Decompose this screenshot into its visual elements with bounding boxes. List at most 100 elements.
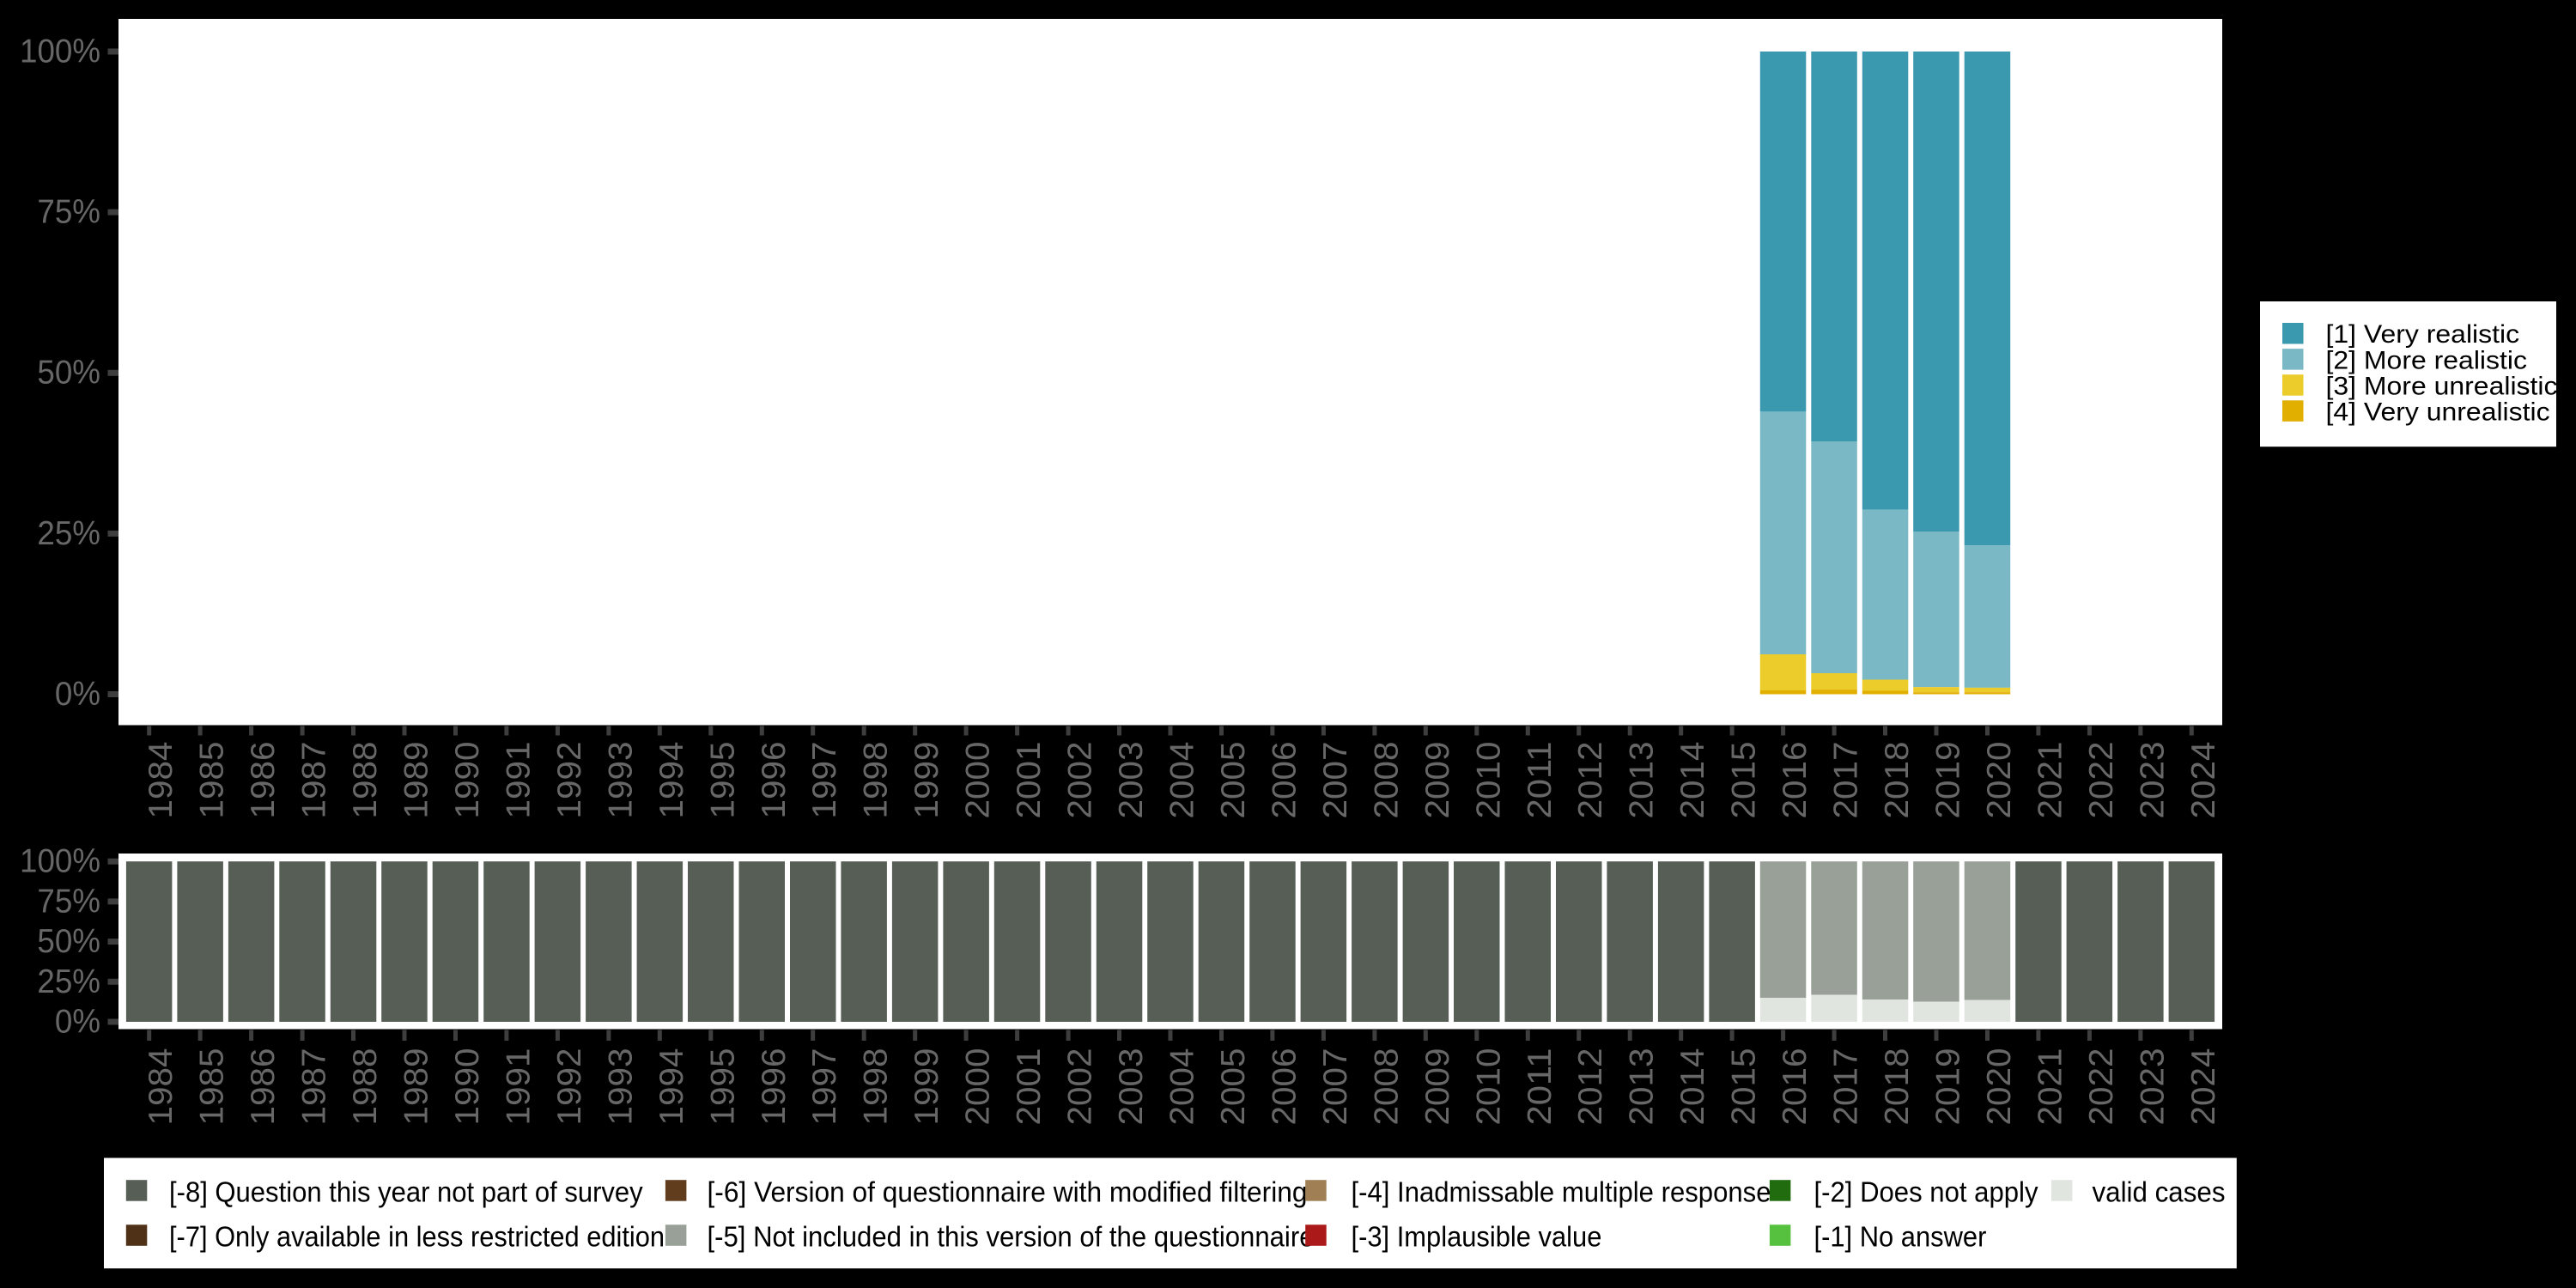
svg-text:1989: 1989 [398,1048,435,1126]
svg-text:75%: 75% [37,194,100,231]
svg-text:2003: 2003 [1113,742,1150,819]
svg-text:1991: 1991 [500,742,537,819]
svg-text:2020: 2020 [1981,742,2018,819]
svg-text:1995: 1995 [704,1048,741,1126]
svg-text:2014: 2014 [1674,1048,1711,1126]
svg-text:2017: 2017 [1828,1048,1865,1126]
svg-text:1997: 1997 [806,742,843,819]
svg-text:[1] Very realistic: [1] Very realistic [2326,320,2520,349]
svg-text:1993: 1993 [602,742,639,819]
svg-text:1993: 1993 [602,1048,639,1126]
svg-text:[3] More unrealistic: [3] More unrealistic [2326,372,2558,400]
svg-text:2018: 2018 [1879,742,1916,819]
svg-text:1987: 1987 [296,1048,333,1126]
svg-text:2005: 2005 [1215,1048,1252,1126]
svg-text:2000: 2000 [960,1048,997,1126]
svg-text:1992: 1992 [551,742,588,819]
svg-text:1988: 1988 [347,742,384,819]
svg-text:2012: 2012 [1572,742,1609,819]
svg-text:25%: 25% [37,515,100,552]
svg-text:[-6] Version of questionnaire: [-6] Version of questionnaire with modif… [708,1176,1308,1207]
svg-text:2013: 2013 [1624,1048,1661,1126]
svg-text:2004: 2004 [1164,742,1201,819]
svg-text:[-8] Question this year not pa: [-8] Question this year not part of surv… [169,1176,643,1207]
svg-text:100%: 100% [20,33,100,70]
svg-text:0%: 0% [55,1004,100,1041]
svg-text:2008: 2008 [1368,742,1405,819]
svg-text:2015: 2015 [1726,1048,1763,1126]
svg-text:2023: 2023 [2134,742,2171,819]
svg-text:valid cases: valid cases [2093,1176,2226,1207]
svg-text:50%: 50% [37,355,100,392]
svg-text:2010: 2010 [1470,1048,1507,1126]
svg-text:2004: 2004 [1164,1048,1201,1126]
svg-text:2022: 2022 [2083,1048,2120,1126]
svg-text:1998: 1998 [858,742,895,819]
svg-text:2007: 2007 [1317,1048,1354,1126]
svg-text:2020: 2020 [1981,1048,2018,1126]
svg-text:2021: 2021 [2032,1048,2069,1126]
svg-text:1999: 1999 [908,742,945,819]
svg-text:1992: 1992 [551,1048,588,1126]
svg-text:2024: 2024 [2185,1048,2222,1126]
svg-text:2009: 2009 [1419,1048,1456,1126]
svg-text:2000: 2000 [960,742,997,819]
svg-text:1984: 1984 [143,1048,179,1126]
svg-text:2008: 2008 [1368,1048,1405,1126]
svg-text:1999: 1999 [908,1048,945,1126]
svg-text:25%: 25% [37,963,100,1000]
svg-text:1994: 1994 [653,1048,690,1126]
svg-text:1986: 1986 [245,742,282,819]
svg-text:100%: 100% [20,843,100,880]
svg-text:1998: 1998 [858,1048,895,1126]
svg-text:2017: 2017 [1828,742,1865,819]
svg-text:1994: 1994 [653,742,690,819]
svg-text:2016: 2016 [1777,742,1814,819]
svg-text:2009: 2009 [1419,742,1456,819]
svg-text:1986: 1986 [245,1048,282,1126]
svg-text:2012: 2012 [1572,1048,1609,1126]
svg-text:50%: 50% [37,923,100,960]
svg-text:2002: 2002 [1062,1048,1099,1126]
svg-text:2002: 2002 [1062,742,1099,819]
svg-text:1985: 1985 [194,742,231,819]
svg-text:2021: 2021 [2032,742,2069,819]
svg-text:2011: 2011 [1522,1048,1558,1126]
svg-text:2013: 2013 [1624,742,1661,819]
svg-text:1995: 1995 [704,742,741,819]
svg-text:[-1] No answer: [-1] No answer [1814,1221,1987,1253]
svg-text:2006: 2006 [1266,1048,1303,1126]
svg-text:2011: 2011 [1522,742,1558,819]
svg-text:2018: 2018 [1879,1048,1916,1126]
svg-text:[-3] Implausible value: [-3] Implausible value [1352,1221,1602,1253]
svg-text:1987: 1987 [296,742,333,819]
svg-text:2005: 2005 [1215,742,1252,819]
svg-text:1997: 1997 [806,1048,843,1126]
svg-text:[-4] Inadmissable multiple res: [-4] Inadmissable multiple response [1352,1176,1771,1207]
svg-text:2019: 2019 [1930,742,1967,819]
svg-text:[2] More realistic: [2] More realistic [2326,346,2528,374]
svg-text:2007: 2007 [1317,742,1354,819]
svg-text:[-2] Does not apply: [-2] Does not apply [1814,1176,2038,1207]
svg-text:1985: 1985 [194,1048,231,1126]
svg-text:2024: 2024 [2185,742,2222,819]
svg-text:1989: 1989 [398,742,435,819]
svg-text:1990: 1990 [449,742,486,819]
svg-text:2019: 2019 [1930,1048,1967,1126]
svg-text:2022: 2022 [2083,742,2120,819]
svg-text:1988: 1988 [347,1048,384,1126]
svg-text:2016: 2016 [1777,1048,1814,1126]
svg-text:2023: 2023 [2134,1048,2171,1126]
svg-text:2014: 2014 [1674,742,1711,819]
svg-text:1991: 1991 [500,1048,537,1126]
svg-text:[-7] Only available in less re: [-7] Only available in less restricted e… [169,1221,665,1253]
svg-text:2015: 2015 [1726,742,1763,819]
svg-text:0%: 0% [55,676,100,713]
svg-text:1996: 1996 [756,742,793,819]
svg-text:[-5] Not included in this vers: [-5] Not included in this version of the… [708,1221,1315,1253]
svg-text:75%: 75% [37,883,100,920]
svg-text:1990: 1990 [449,1048,486,1126]
svg-text:2010: 2010 [1470,742,1507,819]
svg-text:[4] Very unrealistic: [4] Very unrealistic [2326,398,2550,427]
svg-text:2001: 2001 [1011,742,1048,819]
